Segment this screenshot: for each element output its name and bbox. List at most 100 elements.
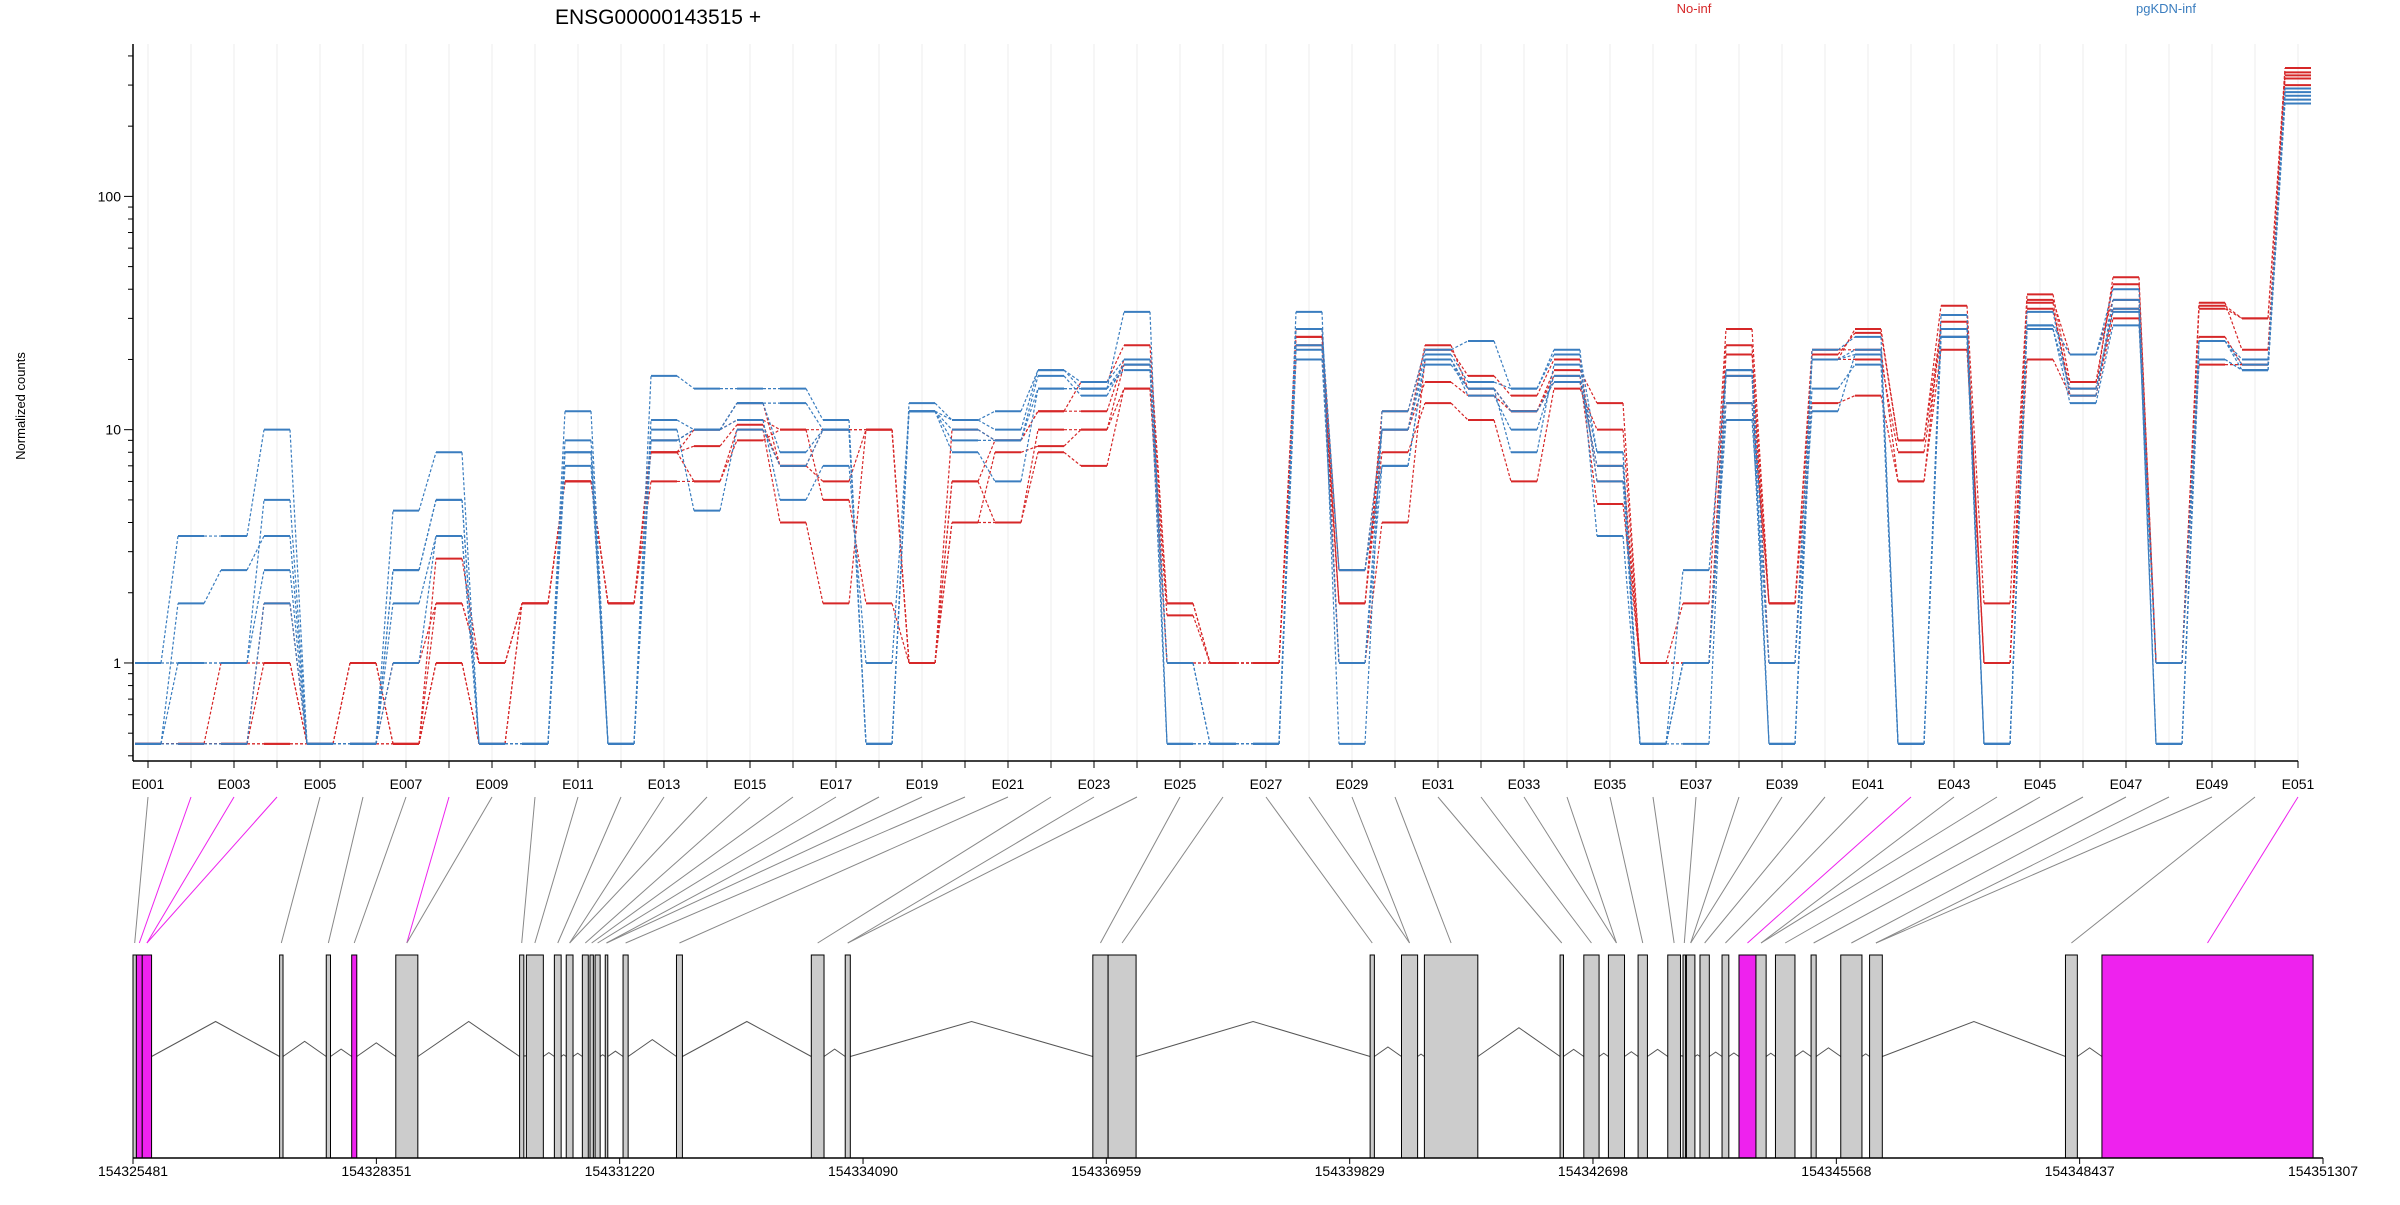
data-transition bbox=[2095, 299, 2114, 355]
data-transition bbox=[1708, 370, 1727, 571]
data-transition bbox=[2224, 340, 2243, 360]
data-transition bbox=[762, 419, 781, 431]
data-transition bbox=[1966, 329, 1985, 744]
data-transition bbox=[1837, 349, 1856, 360]
data-transition bbox=[1622, 429, 1641, 664]
exon-connector-e027 bbox=[1265, 796, 1373, 944]
exon-connector-e030 bbox=[1394, 796, 1452, 944]
data-transition bbox=[1407, 354, 1426, 430]
exon-box bbox=[553, 954, 562, 1159]
exon-connector-e033 bbox=[1523, 796, 1617, 944]
x-tick-label: E039 bbox=[1766, 776, 1799, 792]
coord-tick-label: 154328351 bbox=[341, 1163, 411, 1179]
data-transition bbox=[934, 410, 953, 431]
exon-box bbox=[1667, 954, 1681, 1159]
data-transition bbox=[2138, 277, 2157, 663]
data-transition bbox=[1536, 354, 1555, 389]
data-transition bbox=[977, 410, 996, 421]
exon-connector-e011 bbox=[534, 796, 579, 944]
exon-connector-e020 bbox=[625, 796, 966, 944]
data-transition bbox=[504, 603, 523, 664]
intron-line bbox=[1694, 1054, 1701, 1057]
data-transition bbox=[1020, 375, 1039, 441]
exon-connector-e008 bbox=[406, 796, 450, 944]
exon-box bbox=[1685, 954, 1696, 1159]
exon-box bbox=[604, 954, 609, 1159]
data-transition bbox=[1837, 332, 1856, 355]
exon-connector-e047 bbox=[1851, 796, 2127, 944]
x-tick-label: E023 bbox=[1078, 776, 1111, 792]
data-transition bbox=[1837, 364, 1856, 389]
data-transition bbox=[461, 535, 480, 744]
data-transition bbox=[1407, 359, 1426, 466]
data-transition bbox=[1278, 329, 1297, 744]
data-transition bbox=[1321, 345, 1340, 604]
data-transition bbox=[2267, 92, 2286, 360]
data-transition bbox=[1063, 429, 1082, 447]
data-transition bbox=[977, 419, 996, 431]
data-transition bbox=[547, 411, 566, 744]
x-tick-label: E015 bbox=[734, 776, 767, 792]
data-transition bbox=[1536, 375, 1555, 430]
exon-box-highlighted bbox=[2101, 954, 2314, 1159]
data-transition bbox=[246, 429, 265, 537]
data-transition bbox=[2052, 299, 2071, 355]
exon-connector-e050 bbox=[2071, 796, 2256, 944]
data-transition bbox=[934, 410, 953, 453]
data-transition bbox=[676, 445, 695, 453]
gene-model bbox=[132, 954, 2314, 1159]
data-transition bbox=[1923, 321, 1942, 482]
exon-connector-e021 bbox=[679, 796, 1009, 944]
intron-line bbox=[1815, 1047, 1842, 1057]
data-transition bbox=[848, 465, 867, 664]
intron-line bbox=[599, 1054, 606, 1057]
exon-connector-e004 bbox=[146, 796, 278, 944]
data-transition bbox=[1321, 345, 1340, 571]
exon-connector-e035 bbox=[1609, 796, 1644, 944]
data-transition bbox=[1837, 354, 1856, 412]
data-transition bbox=[1106, 388, 1125, 466]
intron-line bbox=[1861, 1053, 1870, 1057]
data-transition bbox=[2052, 359, 2071, 396]
data-transition bbox=[289, 603, 308, 744]
data-transition bbox=[1063, 381, 1082, 412]
intron-line bbox=[1477, 1027, 1561, 1057]
x-tick-label: E019 bbox=[906, 776, 939, 792]
data-transition bbox=[934, 410, 953, 441]
data-transition bbox=[1536, 359, 1555, 396]
data-transition bbox=[891, 411, 910, 744]
data-transition bbox=[160, 662, 179, 744]
data-transition bbox=[1020, 369, 1039, 430]
exon-connector-e010 bbox=[521, 796, 536, 944]
data-transition bbox=[1407, 402, 1426, 453]
data-transition bbox=[1966, 336, 1985, 744]
x-tick-label: E021 bbox=[992, 776, 1025, 792]
data-transition bbox=[1536, 381, 1555, 412]
data-transition bbox=[676, 429, 695, 441]
exon-box bbox=[844, 954, 851, 1159]
data-transition bbox=[2052, 325, 2071, 355]
data-transition bbox=[1407, 359, 1426, 523]
data-transition bbox=[2224, 340, 2243, 371]
x-tick-label: E037 bbox=[1680, 776, 1713, 792]
y-tick-label: 1 bbox=[113, 655, 121, 671]
coord-tick-label: 154334090 bbox=[828, 1163, 898, 1179]
data-transition bbox=[1450, 354, 1469, 383]
exon-box bbox=[1840, 954, 1863, 1159]
data-transition bbox=[1923, 336, 1942, 744]
data-transition bbox=[934, 402, 953, 421]
data-transition bbox=[934, 522, 953, 664]
data-transition bbox=[977, 451, 996, 482]
data-transition bbox=[805, 388, 824, 421]
exon-connector-e031 bbox=[1437, 796, 1563, 944]
data-transition bbox=[977, 429, 996, 441]
exon-connector-e012 bbox=[557, 796, 622, 944]
data-transition bbox=[289, 499, 308, 744]
data-transition bbox=[160, 535, 179, 664]
exon-box-highlighted bbox=[135, 954, 143, 1159]
data-transition bbox=[1063, 369, 1082, 390]
data-transition bbox=[1364, 522, 1383, 664]
y-axis: 1 10 100 bbox=[98, 44, 134, 761]
data-transition bbox=[1106, 364, 1125, 430]
intron-line bbox=[2077, 1047, 2103, 1057]
